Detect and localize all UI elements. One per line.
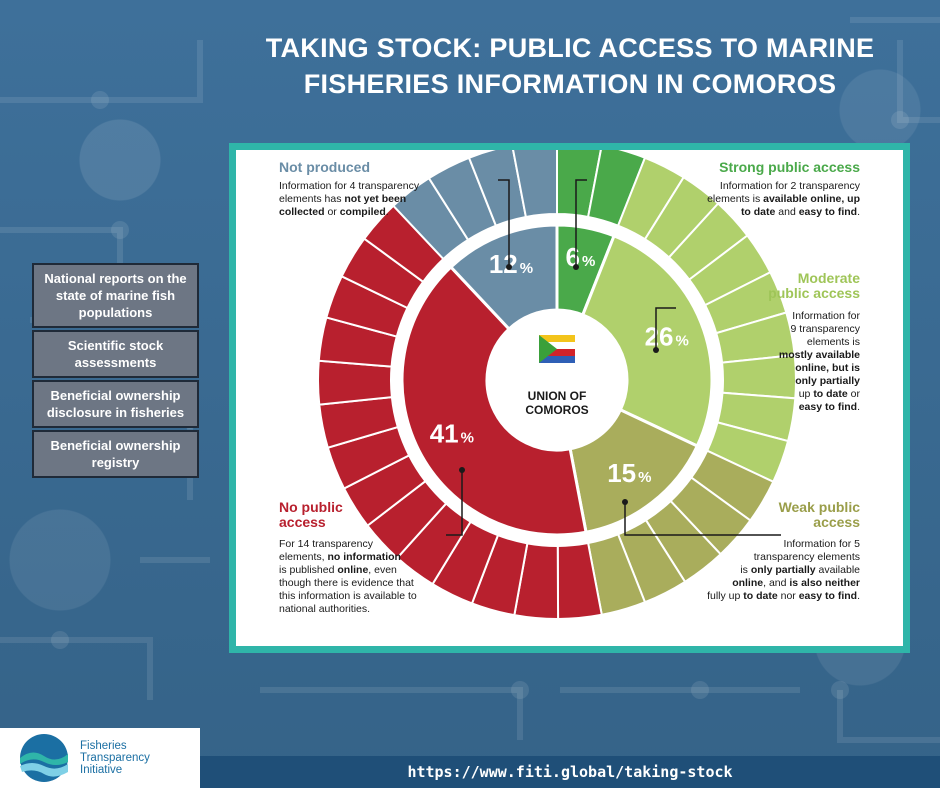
center-label-line-2: COMOROS	[525, 403, 588, 417]
weak-desc-line: online, and is also neither	[732, 577, 860, 589]
leader-dot-moderate	[653, 347, 659, 353]
strong-desc-line: elements is available online, up	[707, 193, 860, 205]
page-title: TAKING STOCK: PUBLIC ACCESS TO MARINE FI…	[200, 30, 940, 102]
no-public-title: No public access	[279, 500, 343, 530]
side-list: National reports on the state of marine …	[32, 263, 199, 480]
logo-text: Fisheries Transparency Initiative	[80, 740, 150, 776]
moderate-desc: Information for 9 transparency elements …	[779, 310, 860, 414]
not-produced-desc-line: collected or compiled.	[279, 206, 389, 218]
moderate-desc-line: mostly available	[778, 349, 860, 361]
weak-desc-line: Information for 5	[783, 538, 860, 550]
strong-desc-line: to date and easy to find.	[740, 206, 860, 218]
outer-segment-not_produced	[512, 150, 558, 219]
logo-text-line: Fisheries	[80, 740, 127, 752]
center-disc	[487, 310, 627, 450]
no-public-desc-line: though there is evidence that	[279, 577, 414, 589]
no-public-desc-line: elements, no information	[279, 551, 401, 563]
fiti-logo[interactable]: Fisheries Transparency Initiative	[0, 728, 200, 788]
no-public-desc-line: is published online, even	[279, 564, 397, 576]
title-line-1: TAKING STOCK: PUBLIC ACCESS TO MARINE	[265, 33, 875, 63]
logo-text-line: Initiative	[80, 764, 123, 776]
moderate-desc-line: online, but is	[795, 362, 860, 374]
chart-panel: UNION OF COMOROS 6% 26% 15% 41% 12% Not produc…	[229, 143, 910, 653]
no-public-desc-line: national authorities.	[279, 603, 371, 615]
strong-title: Strong public access	[719, 159, 860, 175]
moderate-desc-line: elements is	[806, 336, 860, 348]
not-produced-desc: Information for 4 transparency elements …	[279, 180, 419, 219]
moderate-title-line: Moderate	[797, 270, 860, 286]
comoros-flag-icon	[539, 335, 575, 363]
leader-line-moderate	[655, 307, 676, 350]
percent-label-weak: 15%	[607, 458, 651, 488]
weak-title-line: access	[813, 514, 860, 530]
not-produced-desc-line: Information for 4 transparency	[279, 180, 420, 192]
strong-desc-line: Information for 2 transparency	[719, 180, 860, 192]
outer-segment-no_public	[317, 359, 393, 406]
moderate-title: Moderate public access	[768, 271, 860, 301]
leader-dot-weak	[622, 499, 628, 505]
weak-title-line: Weak public	[778, 499, 860, 515]
weak-desc-line: fully up to date nor easy to find.	[707, 590, 860, 602]
side-item-stock-assessments: Scientific stock assessments	[32, 330, 199, 378]
moderate-title-line: public access	[768, 285, 860, 301]
percent-label-not_produced: 12%	[489, 249, 533, 279]
side-item-beneficial-ownership-registry: Beneficial ownership registry	[32, 430, 199, 478]
strong-desc: Information for 2 transparency elements …	[707, 180, 860, 219]
center-label-line-1: UNION OF	[528, 389, 587, 403]
fiti-wave-icon	[20, 734, 68, 782]
leader-dot-not_produced	[506, 264, 512, 270]
leader-line-weak	[624, 502, 781, 536]
leader-line-no_public	[446, 470, 463, 536]
not-produced-title: Not produced	[279, 159, 370, 175]
no-public-desc-line: this information is available to	[279, 590, 417, 602]
title-line-2: FISHERIES INFORMATION IN COMOROS	[303, 69, 837, 99]
moderate-desc-line: Information for	[792, 310, 860, 322]
weak-desc: Information for 5 transparency elements …	[707, 538, 860, 603]
weak-desc-line: transparency elements	[753, 551, 860, 563]
moderate-desc-line: up to date or	[798, 388, 860, 400]
moderate-desc-line: 9 transparency	[790, 323, 860, 335]
side-item-beneficial-ownership-disclosure: Beneficial ownership disclosure in fishe…	[32, 380, 199, 428]
logo-text-line: Transparency	[80, 752, 150, 764]
no-public-title-line: No public	[279, 499, 343, 515]
no-public-title-line: access	[279, 514, 326, 530]
no-public-desc: For 14 transparency elements, no informa…	[279, 538, 417, 616]
moderate-desc-line: easy to find.	[798, 401, 860, 413]
weak-desc-line: is only partially available	[740, 564, 860, 576]
not-produced-desc-line: elements has not yet been	[279, 193, 407, 205]
side-item-national-reports: National reports on the state of marine …	[32, 263, 199, 328]
moderate-desc-line: only partially	[795, 375, 860, 387]
leader-line-not_produced	[498, 179, 510, 267]
leader-line-strong	[575, 179, 587, 267]
leader-dot-no_public	[459, 467, 465, 473]
percent-label-no_public: 41%	[430, 419, 474, 449]
weak-title: Weak public access	[779, 500, 860, 530]
footer-url[interactable]: https://www.fiti.global/taking-stock	[200, 756, 940, 788]
no-public-desc-line: For 14 transparency	[279, 538, 373, 550]
leader-dot-strong	[573, 264, 579, 270]
percent-label-moderate: 26%	[645, 322, 689, 352]
